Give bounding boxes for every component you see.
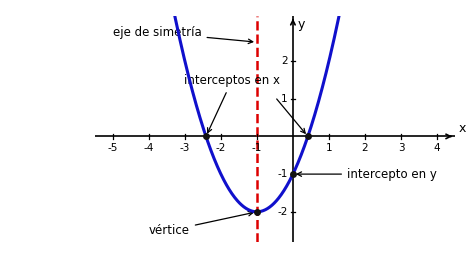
Text: interceptos en x: interceptos en x: [184, 74, 280, 133]
Text: 2: 2: [281, 56, 288, 66]
Text: -3: -3: [180, 143, 190, 153]
Text: eje de simetría: eje de simetría: [113, 26, 253, 44]
Text: -1: -1: [277, 169, 288, 179]
Text: 4: 4: [434, 143, 440, 153]
Text: -2: -2: [277, 207, 288, 217]
Text: x: x: [459, 122, 466, 134]
Text: intercepto en y: intercepto en y: [297, 168, 437, 181]
Text: 1: 1: [326, 143, 332, 153]
Text: 1: 1: [281, 94, 288, 104]
Text: -1: -1: [252, 143, 262, 153]
Text: y: y: [297, 18, 305, 31]
Text: 2: 2: [362, 143, 368, 153]
Text: vértice: vértice: [149, 211, 253, 237]
Text: -2: -2: [216, 143, 226, 153]
Text: -4: -4: [144, 143, 154, 153]
Text: -5: -5: [108, 143, 118, 153]
Text: 3: 3: [398, 143, 404, 153]
